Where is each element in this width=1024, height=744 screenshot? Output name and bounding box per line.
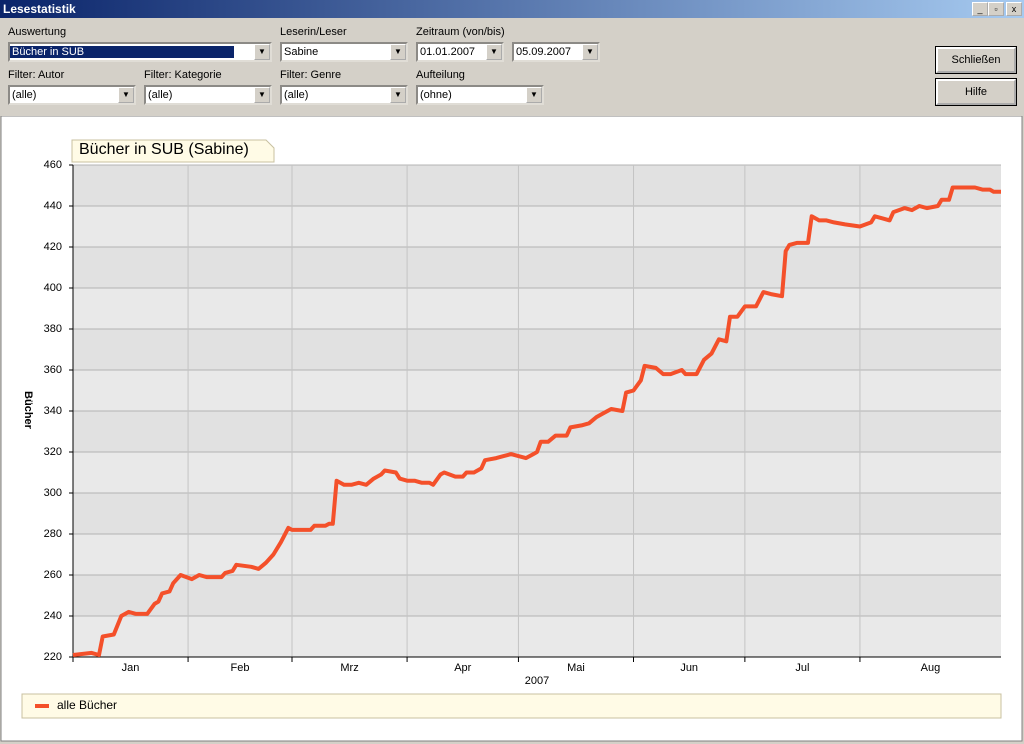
label: Zeitraum (von/bis) xyxy=(416,26,505,38)
help-button[interactable]: Hilfe xyxy=(935,78,1017,106)
chart: Bücher in SUB (Sabine) Bücher 2007 220 24… xyxy=(0,116,1023,742)
dropdown[interactable]: (alle) ▼ xyxy=(8,85,136,105)
plot-band xyxy=(73,247,1001,288)
y-tick-label: 300 xyxy=(44,487,62,499)
value: (alle) xyxy=(12,89,37,101)
title-tab xyxy=(71,139,275,163)
dropdown[interactable]: (ohne) ▼ xyxy=(416,85,544,105)
dropdown[interactable]: (alle) ▼ xyxy=(144,85,272,105)
y-tick-label: 240 xyxy=(44,610,62,622)
restore[interactable]: ▫ xyxy=(988,2,1004,16)
value: 05.09.2007 xyxy=(516,46,572,58)
dropdown[interactable]: 01.01.2007 ▼ xyxy=(416,42,504,62)
y-tick-label: 420 xyxy=(44,241,62,253)
dropdown[interactable]: Sabine ▼ xyxy=(280,42,408,62)
plot-band xyxy=(73,411,1001,452)
label: Filter: Genre xyxy=(280,69,342,81)
value: (ohne) xyxy=(420,89,452,101)
y-tick-label: 440 xyxy=(44,200,62,212)
y-tick-label: 400 xyxy=(44,282,62,294)
y-tick-label: 380 xyxy=(44,323,62,335)
legend xyxy=(21,693,1002,719)
label: Filter: Kategorie xyxy=(144,69,222,81)
dropdown[interactable]: 05.09.2007 ▼ xyxy=(512,42,600,62)
dropdown[interactable]: (alle) ▼ xyxy=(280,85,408,105)
value: (alle) xyxy=(148,89,173,101)
close[interactable]: x xyxy=(1006,2,1022,16)
y-tick-label: 460 xyxy=(44,159,62,171)
close-button[interactable]: Schließen xyxy=(935,46,1017,74)
y-tick-label: 360 xyxy=(44,364,62,376)
x-tick-label: Jun xyxy=(680,662,698,674)
value: Sabine xyxy=(284,46,319,58)
value: (alle) xyxy=(284,89,309,101)
x-tick-label: Jan xyxy=(122,662,140,674)
x-axis-label: 2007 xyxy=(525,675,549,687)
minimize[interactable]: _ xyxy=(972,2,988,16)
x-tick-label: Mrz xyxy=(340,662,358,674)
value: 01.01.2007 xyxy=(420,46,476,58)
x-tick-label: Feb xyxy=(231,662,250,674)
window-title: Lesestatistik xyxy=(3,2,76,16)
y-tick-label: 260 xyxy=(44,569,62,581)
plot-band xyxy=(73,329,1001,370)
x-tick-label: Aug xyxy=(921,662,941,674)
x-tick-label: Apr xyxy=(454,662,471,674)
x-tick-label: Mai xyxy=(567,662,585,674)
label: Leserin/Leser xyxy=(280,26,347,38)
line xyxy=(72,185,1001,657)
y-axis-label: Bücher xyxy=(22,391,34,430)
dropdown[interactable]: Bücher in SUB ▼ xyxy=(8,42,272,62)
y-tick-label: 340 xyxy=(44,405,62,417)
value: Bücher in SUB xyxy=(10,46,235,58)
y-tick-label: 280 xyxy=(44,528,62,540)
chart-title: Bücher in SUB (Sabine) xyxy=(79,141,249,158)
label: Filter: Autor xyxy=(8,69,65,81)
x-tick-label: Jul xyxy=(795,662,809,674)
plot-band xyxy=(73,575,1001,616)
label: Aufteilung xyxy=(416,69,465,81)
label: Auswertung xyxy=(8,26,67,38)
legend-label: alle Bücher xyxy=(57,698,117,712)
y-tick-label: 320 xyxy=(44,446,62,458)
y-tick-label: 220 xyxy=(44,651,62,663)
title-bar: Lesestatistik _ ▫ x xyxy=(0,0,1024,18)
plot-band xyxy=(73,165,1001,206)
plot-band xyxy=(73,493,1001,534)
